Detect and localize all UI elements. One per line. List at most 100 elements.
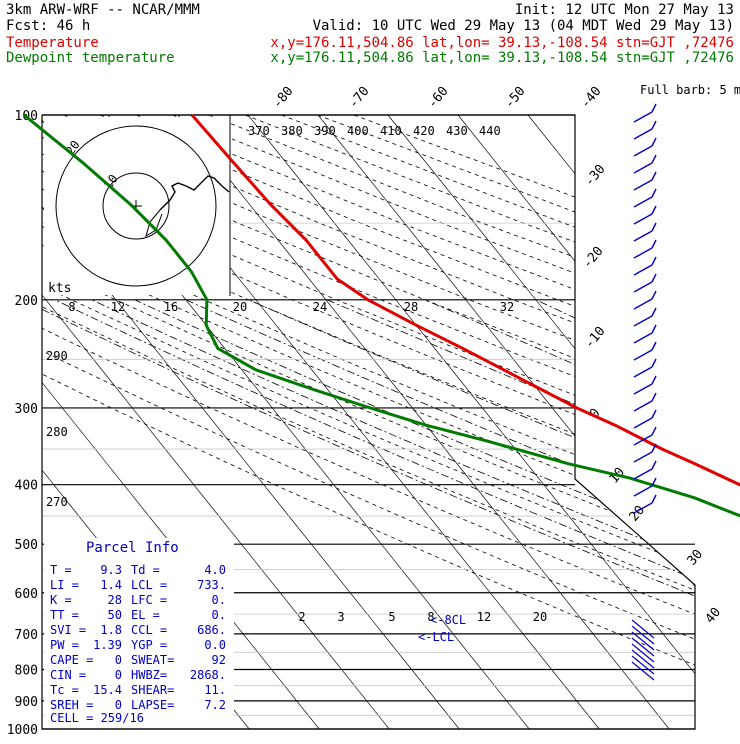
mixing-ratio-label: 20 [533, 610, 547, 624]
parcel-row-v1: 50 [108, 608, 122, 622]
temperature-tick-label: -20 [580, 244, 607, 272]
wind-barb [634, 333, 652, 343]
init-time: Init: 12 UTC Mon 27 May 13 [515, 2, 734, 18]
mixing-ratio-label: 3 [337, 610, 344, 624]
isotherm-line [318, 115, 740, 729]
temperature-tick-label: 30 [685, 547, 707, 569]
hodograph-scale-label: 20 [233, 300, 247, 314]
wind-barb-flag [652, 206, 656, 214]
parcel-row-k1: PW = [50, 638, 79, 652]
header: 3km ARW-WRF -- NCAR/MMM Init: 12 UTC Mon… [6, 2, 734, 66]
parcel-row-k1: SREH = [50, 698, 93, 712]
parcel-row-v2: 11. [204, 683, 226, 697]
temperature-line [192, 115, 740, 666]
wind-barb [634, 299, 652, 309]
wind-barb [634, 129, 652, 139]
theta-label: 430 [446, 124, 468, 138]
hodograph-scale-label: 12 [111, 300, 125, 314]
mixing-ratio-label: 2 [298, 610, 305, 624]
wind-barb-flag [652, 223, 656, 231]
pressure-tick-label: 700 [15, 628, 38, 643]
wind-barb-flag [652, 104, 656, 112]
parcel-row-k2: LFC = [131, 593, 167, 607]
wind-barb [634, 282, 652, 292]
parcel-row-k1: CAPE = [50, 653, 93, 667]
wind-barb [634, 469, 652, 479]
wind-barb-flag [652, 138, 656, 146]
parcel-row-k2: YGP = [131, 638, 167, 652]
hodograph-scale-label: 28 [404, 300, 418, 314]
theta-left-label: 280 [46, 425, 68, 439]
wind-barb [634, 197, 652, 207]
wind-barb [634, 180, 652, 190]
parcel-row-v1: 0 [115, 668, 122, 682]
hodograph-scale-label: 32 [500, 300, 514, 314]
lcl-marker-lcl: <-LCL [418, 630, 454, 644]
wind-barb [634, 112, 652, 122]
temperature-tick-label: -60 [425, 84, 452, 112]
hodograph-units: kts [48, 281, 71, 296]
parcel-row-k1: CIN = [50, 668, 86, 682]
pressure-tick-label: 900 [15, 695, 38, 710]
parcel-row-v2: 733. [197, 578, 226, 592]
wind-barb-flag [652, 308, 656, 316]
isotherm-line [528, 115, 740, 729]
parcel-row-k2: EL = [131, 608, 160, 622]
wind-barb [634, 265, 652, 275]
temperature-tick-label: -40 [578, 84, 605, 112]
hodograph-scale-label: 8 [68, 300, 75, 314]
parcel-row-k2: SWEAT= [131, 653, 174, 667]
wind-barb-flag [652, 274, 656, 282]
wind-barb-flag [652, 257, 656, 265]
isotherm-line [458, 115, 740, 729]
wind-barb [634, 231, 652, 241]
parcel-row-v1: 15.4 [93, 683, 122, 697]
isotherm-line [598, 115, 740, 729]
pressure-tick-label: 300 [15, 402, 38, 417]
parcel-row-v2: 92 [212, 653, 226, 667]
parcel-row-k2: Td = [131, 563, 160, 577]
wind-barb [634, 486, 652, 496]
parcel-row-v2: 0. [212, 608, 226, 622]
parcel-row-k1: LI = [50, 578, 79, 592]
parcel-row-k2: LAPSE= [131, 698, 174, 712]
theta-label: 410 [380, 124, 402, 138]
temperature-tick-label: -70 [346, 84, 373, 112]
wind-barb-flag [652, 240, 656, 248]
parcel-row-k2: LCL = [131, 578, 167, 592]
wind-key-label: Full barb: 5 m s⁻¹ [640, 83, 740, 97]
pressure-tick-label: 800 [15, 663, 38, 678]
wind-barb [634, 418, 652, 428]
pressure-tick-label: 400 [15, 479, 38, 494]
parcel-row-v1: 0 [115, 653, 122, 667]
wind-barb-flag [652, 291, 656, 299]
parcel-row-k1: T = [50, 563, 72, 577]
wind-barb [634, 350, 652, 360]
wind-barb-flag [652, 342, 656, 350]
theta-label: 380 [281, 124, 303, 138]
pressure-tick-label: 500 [15, 538, 38, 553]
wind-barb [634, 146, 652, 156]
parcel-row-v1: 1.39 [93, 638, 122, 652]
legend-temperature-info: x,y=176.11,504.86 lat,lon= 39.13,-108.54… [270, 35, 734, 51]
parcel-row-v2: 686. [197, 623, 226, 637]
wind-barb [634, 214, 652, 224]
parcel-row-v2: 2868. [190, 668, 226, 682]
wind-barb-flag [652, 495, 656, 503]
temperature-tick-label: -80 [270, 84, 297, 112]
lcl-marker-ccl: <-8CL [430, 613, 466, 627]
forecast-hour: Fcst: 46 h [6, 18, 90, 34]
mixing-ratio-label: 5 [388, 610, 395, 624]
wind-barb-flag [652, 121, 656, 129]
moist-adiabat [327, 300, 740, 729]
model-title: 3km ARW-WRF -- NCAR/MMM [6, 2, 200, 18]
parcel-row-k2: CCL = [131, 623, 167, 637]
moist-adiabat [186, 300, 740, 729]
pressure-tick-label: 600 [15, 587, 38, 602]
isotherm-line [668, 115, 740, 729]
theta-label: 400 [347, 124, 369, 138]
